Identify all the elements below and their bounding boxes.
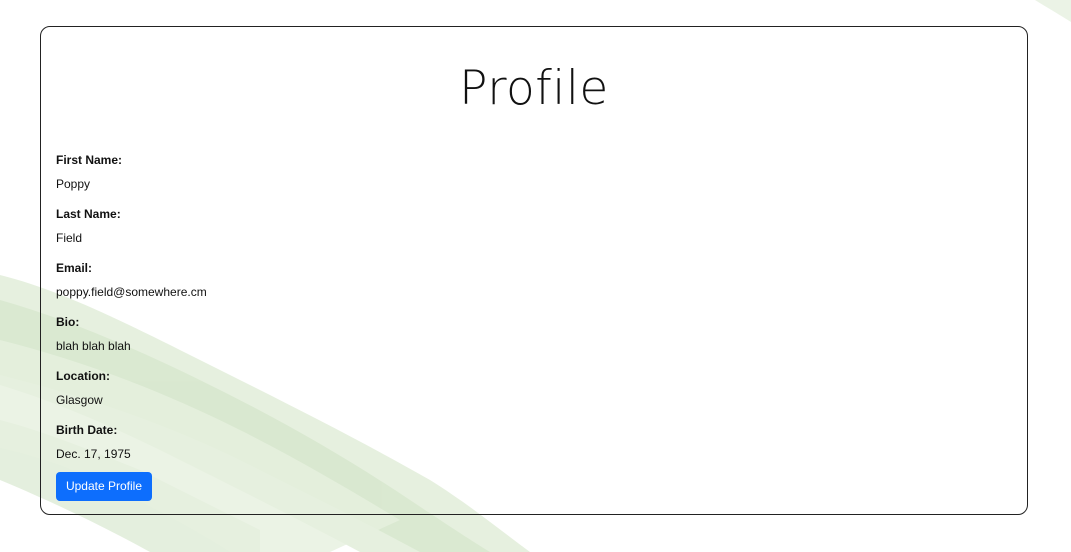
field-birth-date: Birth Date: Dec. 17, 1975: [56, 421, 207, 463]
field-value: Poppy: [56, 177, 91, 191]
profile-card: Profile First Name: Poppy Last Name: Fie…: [40, 26, 1028, 515]
field-last-name: Last Name: Field: [56, 205, 207, 247]
field-label: Email:: [56, 261, 93, 275]
field-value: poppy.field@somewhere.cm: [56, 285, 207, 299]
field-label: Location:: [56, 369, 110, 383]
profile-fields: First Name: Poppy Last Name: Field Email…: [56, 151, 207, 475]
field-email: Email: poppy.field@somewhere.cm: [56, 259, 207, 301]
field-label: Last Name:: [56, 207, 121, 221]
field-value: Dec. 17, 1975: [56, 447, 131, 461]
field-value: Field: [56, 231, 83, 245]
field-bio: Bio: blah blah blah: [56, 313, 207, 355]
field-label: Bio:: [56, 315, 80, 329]
field-value: Glasgow: [56, 393, 103, 407]
field-value: blah blah blah: [56, 339, 131, 353]
field-label: First Name:: [56, 153, 123, 167]
page-title: Profile: [459, 61, 609, 116]
field-first-name: First Name: Poppy: [56, 151, 207, 193]
update-profile-button[interactable]: Update Profile: [56, 472, 152, 501]
field-label: Birth Date:: [56, 423, 118, 437]
field-location: Location: Glasgow: [56, 367, 207, 409]
